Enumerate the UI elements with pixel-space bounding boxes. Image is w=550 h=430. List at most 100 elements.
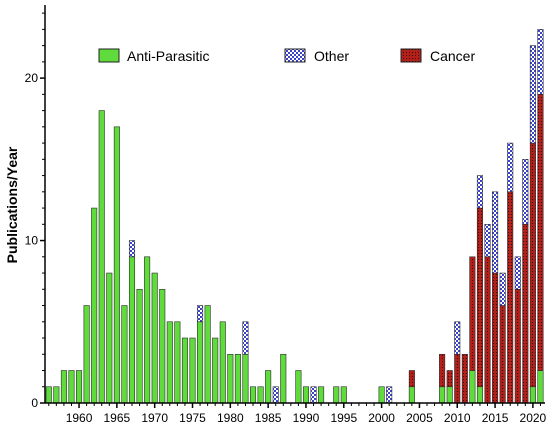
x-tick-label-2010: 2010 — [444, 411, 471, 425]
x-tick-label-2015: 2015 — [482, 411, 509, 425]
x-tick-label-1960: 1960 — [66, 411, 93, 425]
bar-cancer-2010 — [454, 353, 461, 404]
bar-anti-parasitic-1985 — [265, 370, 272, 404]
bar-anti-parasitic-1968 — [136, 288, 143, 404]
bar-anti-parasitic-1995 — [340, 386, 347, 404]
bar-anti-parasitic-1959 — [68, 370, 75, 404]
bar-anti-parasitic-1990 — [302, 386, 309, 404]
axes: 0 10 20 1960 1965 1970 1975 1980 1985 1990 1995 200… — [25, 5, 547, 425]
bar-other-1986 — [272, 386, 279, 404]
bar-cancer-2004 — [408, 370, 415, 388]
bar-anti-parasitic-1973 — [174, 321, 181, 404]
bar-other-1976 — [197, 305, 204, 323]
bar-cancer-2009 — [446, 370, 453, 388]
legend-swatch-anti-parasitic — [98, 48, 120, 63]
legend-label-cancer: Cancer — [430, 48, 475, 64]
x-tick-label-2005: 2005 — [406, 411, 433, 425]
bar-other-2020 — [529, 45, 536, 144]
bar-cancer-2014 — [484, 256, 491, 404]
y-tick-label-0: 0 — [31, 396, 38, 410]
bar-anti-parasitic-2013 — [476, 386, 483, 404]
bar-anti-parasitic-1987 — [280, 353, 287, 404]
legend-label-other: Other — [314, 48, 349, 64]
bar-anti-parasitic-2020 — [529, 386, 536, 404]
bar-other-2019 — [522, 159, 529, 225]
bar-cancer-2021 — [537, 94, 544, 371]
bar-anti-parasitic-1971 — [159, 288, 166, 404]
x-tick-label-1980: 1980 — [217, 411, 244, 425]
bar-anti-parasitic-1969 — [144, 256, 151, 404]
bar-cancer-2013 — [476, 207, 483, 388]
bar-other-2018 — [514, 256, 521, 290]
bar-anti-parasitic-1966 — [121, 305, 128, 404]
bar-anti-parasitic-1989 — [295, 370, 302, 404]
bar-anti-parasitic-1983 — [250, 386, 257, 404]
y-tick-label-10: 10 — [25, 234, 39, 248]
bar-anti-parasitic-1972 — [166, 321, 173, 404]
bar-other-2001 — [386, 386, 393, 404]
bar-anti-parasitic-2009 — [446, 386, 453, 404]
bar-cancer-2011 — [461, 353, 468, 404]
bar-cancer-2018 — [514, 288, 521, 404]
bar-anti-parasitic-1970 — [151, 272, 158, 404]
bar-cancer-2012 — [469, 256, 476, 371]
bar-cancer-2015 — [492, 272, 499, 404]
bar-cancer-2016 — [499, 305, 506, 404]
bar-anti-parasitic-2000 — [378, 386, 385, 404]
x-tick-label-1965: 1965 — [104, 411, 131, 425]
x-tick-label-1975: 1975 — [179, 411, 206, 425]
bar-anti-parasitic-2012 — [469, 370, 476, 404]
y-tick-label-20: 20 — [25, 71, 39, 85]
legend-label-anti-parasitic: Anti-Parasitic — [127, 48, 209, 64]
x-tick-label-2020: 2020 — [520, 411, 547, 425]
bar-anti-parasitic-1976 — [197, 321, 204, 404]
bar-other-2021 — [537, 29, 544, 95]
bar-anti-parasitic-1962 — [91, 207, 98, 404]
bar-anti-parasitic-1982 — [242, 353, 249, 404]
legend-item-cancer: Cancer — [400, 48, 475, 64]
bar-anti-parasitic-2008 — [439, 386, 446, 404]
bar-other-2016 — [499, 272, 506, 306]
bar-anti-parasitic-1965 — [113, 126, 120, 404]
bar-anti-parasitic-1978 — [212, 337, 219, 404]
bar-other-2017 — [507, 142, 514, 193]
legend-swatch-cancer — [400, 48, 422, 63]
bar-anti-parasitic-1994 — [333, 386, 340, 404]
bar-anti-parasitic-1975 — [189, 337, 196, 404]
y-axis-label: Publications/Year — [4, 146, 20, 263]
bar-anti-parasitic-1964 — [106, 272, 113, 404]
bar-anti-parasitic-1984 — [257, 386, 264, 404]
legend-item-anti-parasitic: Anti-Parasitic — [98, 48, 209, 64]
bar-anti-parasitic-1979 — [219, 321, 226, 404]
x-tick-label-1970: 1970 — [141, 411, 168, 425]
bar-anti-parasitic-1981 — [234, 353, 241, 404]
bar-anti-parasitic-1960 — [76, 370, 83, 404]
bar-other-1982 — [242, 321, 249, 355]
bar-anti-parasitic-1974 — [181, 337, 188, 404]
bar-cancer-2020 — [529, 142, 536, 388]
bar-other-2010 — [454, 321, 461, 355]
bar-cancer-2008 — [439, 353, 446, 388]
bar-anti-parasitic-1958 — [60, 370, 67, 404]
legend-item-other: Other — [284, 48, 349, 64]
bar-cancer-2019 — [522, 224, 529, 404]
bar-other-2014 — [484, 224, 491, 258]
x-tick-label-1990: 1990 — [293, 411, 320, 425]
bar-anti-parasitic-1967 — [128, 256, 136, 404]
bar-marks — [45, 29, 544, 404]
x-tick-label-1985: 1985 — [255, 411, 282, 425]
bar-anti-parasitic-1961 — [83, 305, 90, 404]
x-tick-label-1995: 1995 — [330, 411, 357, 425]
bar-other-1967 — [128, 240, 136, 258]
bar-anti-parasitic-2021 — [537, 370, 544, 404]
bar-anti-parasitic-1977 — [204, 305, 211, 404]
bar-anti-parasitic-1956 — [45, 386, 52, 404]
bar-anti-parasitic-1957 — [53, 386, 60, 404]
legend-swatch-other — [284, 48, 306, 63]
bar-other-1991 — [310, 386, 317, 404]
bar-anti-parasitic-1963 — [98, 110, 105, 404]
bar-anti-parasitic-2004 — [408, 386, 415, 404]
bar-anti-parasitic-1992 — [318, 386, 325, 404]
bar-other-2015 — [492, 191, 499, 274]
